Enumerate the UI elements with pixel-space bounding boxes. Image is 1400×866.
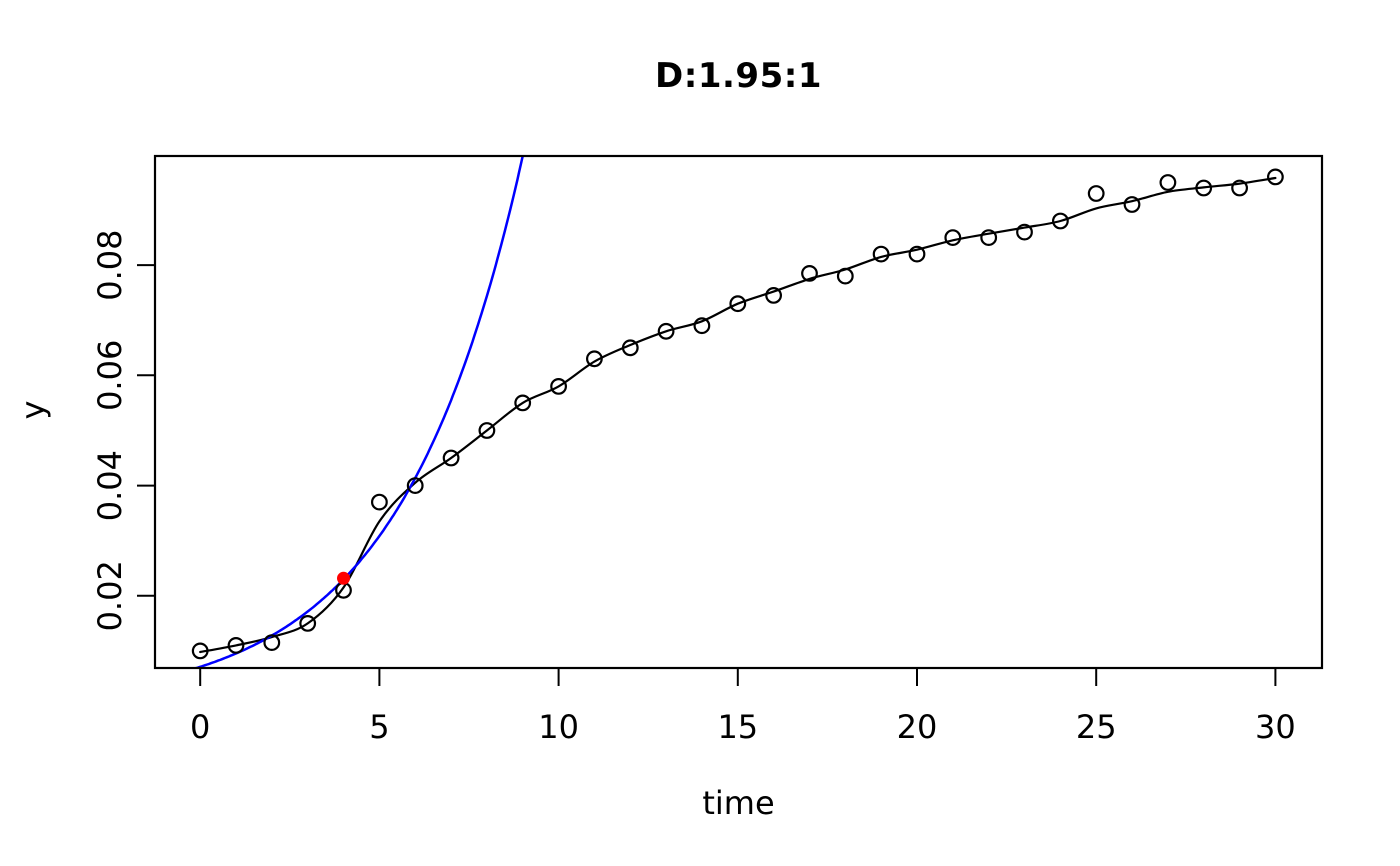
- y-tick-label: 0.06: [91, 340, 129, 411]
- data-point: [1195, 179, 1213, 197]
- data-point: [872, 245, 890, 263]
- data-point: [263, 634, 281, 651]
- y-tick-label: 0.04: [91, 450, 129, 521]
- data-point: [836, 267, 854, 285]
- data-point: [1231, 179, 1248, 197]
- data-point: [514, 394, 532, 412]
- x-axis-label: time: [702, 784, 775, 822]
- x-tick-label: 25: [1076, 708, 1117, 746]
- data-point: [657, 322, 675, 340]
- x-tick-label: 20: [897, 708, 938, 746]
- data-point: [1123, 196, 1141, 213]
- x-tick-label: 0: [190, 708, 210, 746]
- highlight-point: [337, 571, 350, 585]
- data-point: [621, 339, 639, 357]
- data-point: [801, 265, 818, 282]
- data-point: [478, 422, 496, 439]
- data-point: [191, 642, 209, 660]
- data-point: [1016, 223, 1033, 241]
- data-point: [227, 637, 245, 654]
- data-point: [908, 245, 926, 263]
- chart-title: D:1.95:1: [655, 56, 822, 96]
- y-tick-label: 0.08: [91, 229, 129, 300]
- data-point: [442, 449, 460, 467]
- data-point: [765, 287, 782, 304]
- plot-box: [153, 154, 1324, 670]
- data-point: [729, 295, 747, 313]
- fit-curve: [199, 176, 1277, 654]
- data-point: [1087, 185, 1105, 202]
- data-point: [1159, 174, 1177, 191]
- x-tick-label: 30: [1255, 708, 1296, 746]
- data-point: [1266, 168, 1284, 186]
- data-point: [980, 229, 998, 247]
- x-tick-label: 5: [369, 708, 389, 746]
- data-point: [693, 317, 711, 335]
- data-point: [586, 350, 603, 368]
- data-point: [944, 229, 962, 247]
- data-point: [406, 477, 424, 495]
- data-point: [550, 378, 567, 395]
- x-tick-label: 10: [538, 708, 579, 746]
- data-point: [335, 581, 352, 599]
- data-point: [299, 615, 317, 632]
- exponential-curve: [192, 156, 525, 668]
- y-tick-label: 0.02: [91, 560, 129, 631]
- data-point: [371, 493, 388, 511]
- x-tick-label: 15: [717, 708, 758, 746]
- data-point: [1051, 212, 1069, 230]
